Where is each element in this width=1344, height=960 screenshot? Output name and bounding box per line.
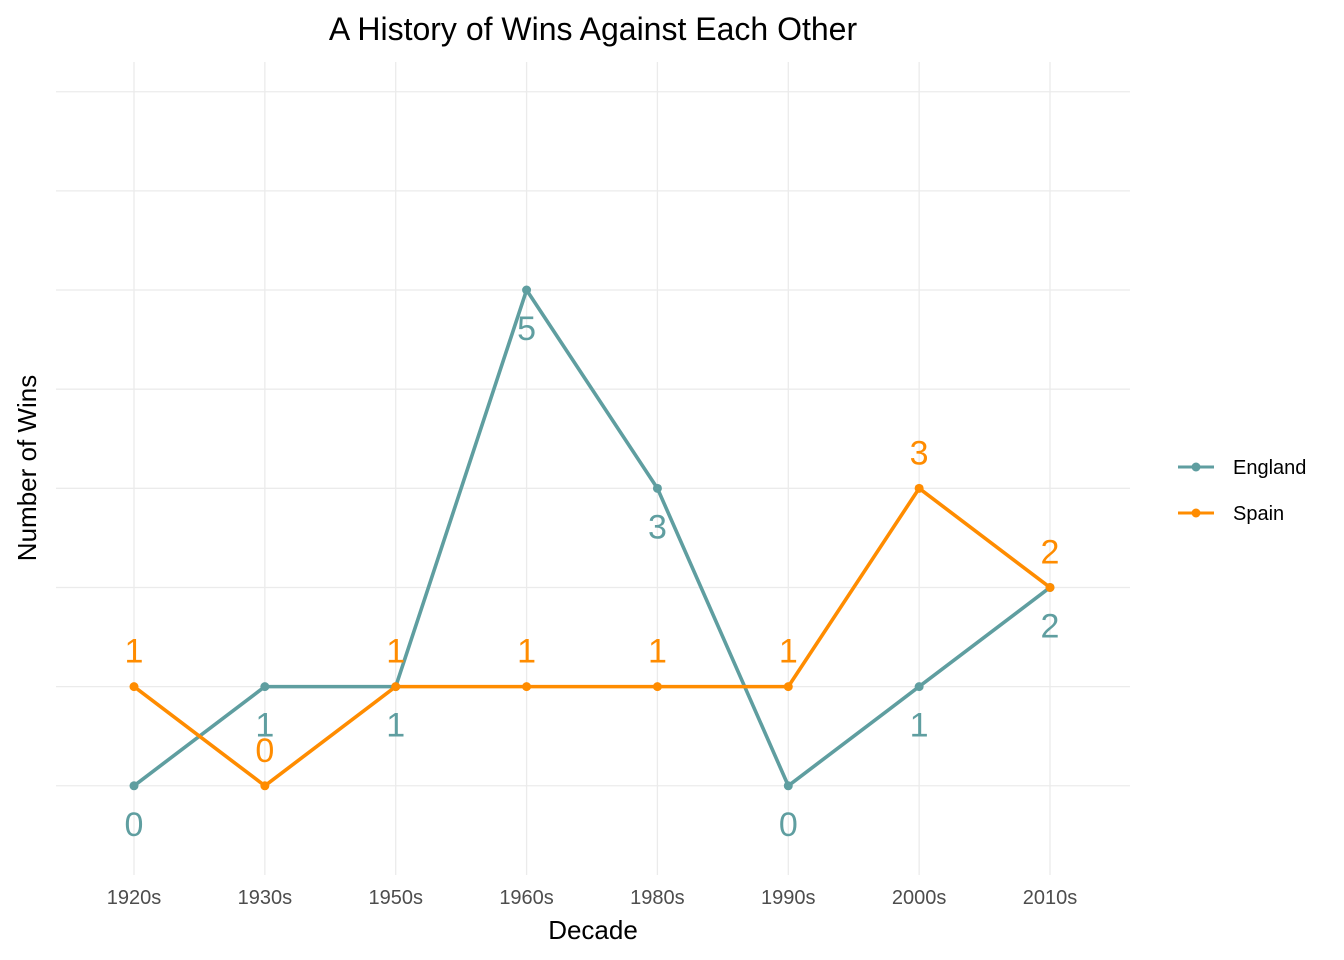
data-point-spain	[914, 483, 924, 493]
legend-label-spain: Spain	[1233, 503, 1284, 525]
data-label-spain: 1	[648, 633, 667, 671]
legend-key-spain-point	[1191, 508, 1201, 518]
x-tick-label: 1950s	[368, 887, 423, 909]
data-label-spain: 0	[255, 732, 274, 770]
data-point-england	[129, 781, 139, 791]
data-label-england: 3	[648, 508, 667, 546]
data-point-spain	[783, 682, 793, 692]
data-label-england: 0	[779, 806, 798, 844]
data-label-spain: 1	[125, 633, 144, 671]
data-label-spain: 3	[910, 434, 929, 472]
x-axis-title: Decade	[548, 915, 638, 945]
data-point-england	[522, 285, 532, 295]
data-label-spain: 1	[779, 633, 798, 671]
legend-key-england-point	[1191, 462, 1201, 472]
data-label-spain: 1	[386, 633, 405, 671]
y-axis-title: Number of Wins	[12, 375, 42, 561]
data-point-spain	[522, 682, 532, 692]
data-label-england: 1	[910, 707, 929, 745]
data-label-england: 2	[1041, 607, 1060, 645]
series-line-england	[132, 288, 1052, 788]
data-point-spain	[260, 781, 270, 791]
series-lines	[132, 288, 1052, 788]
data-point-england	[783, 781, 793, 791]
data-label-spain: 2	[1041, 533, 1060, 571]
chart-title: A History of Wins Against Each Other	[329, 11, 858, 47]
series-points	[129, 285, 1055, 791]
data-point-spain	[391, 682, 401, 692]
x-tick-label: 1990s	[761, 887, 816, 909]
data-point-england	[652, 483, 662, 493]
legend: England Spain	[1178, 457, 1306, 525]
data-label-spain: 1	[517, 633, 536, 671]
series-line-spain	[132, 486, 1052, 788]
x-tick-label: 1960s	[499, 887, 554, 909]
x-tick-label: 1930s	[238, 887, 293, 909]
data-label-england: 1	[386, 707, 405, 745]
x-tick-label: 1980s	[630, 887, 685, 909]
data-point-spain	[129, 682, 139, 692]
data-point-england	[260, 682, 270, 692]
x-tick-label: 1920s	[107, 887, 162, 909]
data-point-spain	[652, 682, 662, 692]
data-point-spain	[1045, 582, 1055, 592]
x-tick-label: 2000s	[892, 887, 947, 909]
grid	[56, 62, 1130, 875]
data-label-england: 1	[255, 707, 274, 745]
data-label-england: 0	[125, 806, 144, 844]
x-tick-labels: 1920s 1930s 1950s 1960s 1980s 1990s 2000s 2010s	[107, 887, 1078, 909]
data-point-england	[914, 682, 924, 692]
data-label-england: 5	[517, 310, 536, 348]
x-tick-label: 2010s	[1023, 887, 1078, 909]
legend-label-england: England	[1233, 457, 1306, 479]
